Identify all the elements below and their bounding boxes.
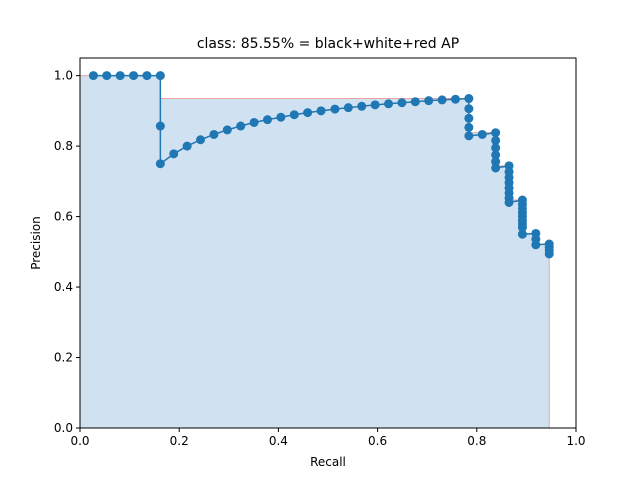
data-point [343,103,353,113]
data-point [410,97,420,107]
data-point [262,115,272,125]
data-point [316,106,326,116]
data-point [477,129,487,139]
data-point [504,197,514,207]
data-point [464,122,474,132]
data-point [169,149,179,159]
precision-recall-series [88,71,554,259]
envelope-fill [80,75,550,428]
data-point [491,128,501,138]
x-tick-label: 0.2 [170,434,189,448]
data-point [464,113,474,123]
data-point [544,249,554,259]
data-point [88,71,98,81]
data-point [424,96,434,106]
data-point [491,157,501,167]
data-point [357,101,367,111]
data-point [209,129,219,139]
data-point [155,159,165,169]
x-tick-label: 0.8 [467,434,486,448]
y-tick-label: 1.0 [54,69,73,83]
data-point [289,110,299,120]
data-point [196,135,206,145]
y-tick-label: 0.6 [54,210,73,224]
data-point [491,143,501,153]
y-tick-label: 0.0 [54,421,73,435]
data-point [464,94,474,104]
data-point [155,121,165,131]
data-point [464,131,474,141]
x-axis-ticks: 0.0 0.2 0.4 0.6 0.8 1.0 [70,428,586,448]
chart-title: class: 85.55% = black+white+red AP [197,36,459,52]
data-point [236,121,246,131]
data-point [517,229,527,239]
data-point [517,222,527,232]
y-tick-label: 0.2 [54,351,73,365]
data-point [249,117,259,127]
x-tick-label: 1.0 [566,434,585,448]
y-axis-label: Precision [29,216,43,270]
data-point [102,71,112,81]
data-point [450,94,460,104]
data-point [115,71,125,81]
y-axis-ticks: 0.0 0.2 0.4 0.6 0.8 1.0 [54,69,80,435]
data-point [491,135,501,145]
data-point [276,112,286,122]
data-point [155,71,165,81]
x-axis-label: Recall [310,455,346,469]
data-point [491,150,501,160]
data-point [397,98,407,108]
y-tick-label: 0.4 [54,280,73,294]
data-point [464,104,474,114]
data-point [142,71,152,81]
data-point [303,108,313,118]
data-point [330,104,340,114]
data-point [129,71,139,81]
data-point [370,100,380,110]
data-point [491,163,501,173]
data-point [182,141,192,151]
data-point [222,125,232,135]
data-point [384,99,394,109]
data-point [437,95,447,105]
data-point [531,240,541,250]
plot-frame [79,57,577,429]
y-tick-label: 0.8 [54,139,73,153]
x-tick-label: 0.6 [368,434,387,448]
x-tick-label: 0.0 [70,434,89,448]
x-tick-label: 0.4 [269,434,288,448]
